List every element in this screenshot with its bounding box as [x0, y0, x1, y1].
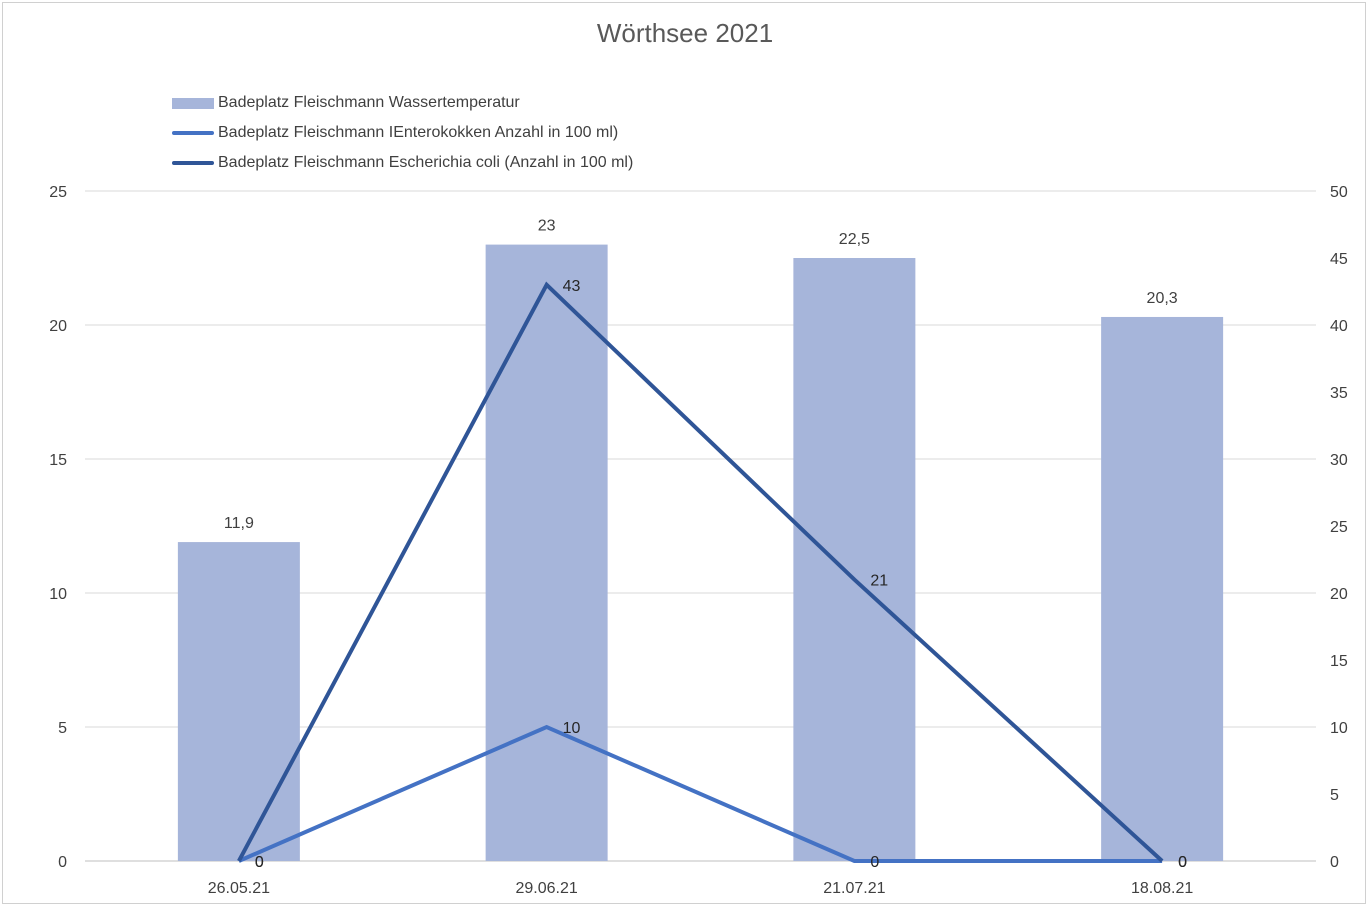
legend-label: Badeplatz Fleischmann IEnterokokken Anza…: [218, 124, 619, 141]
bar-temperature: [177, 542, 300, 861]
bar-data-label: 11,9: [224, 515, 254, 532]
y-right-tick-label: 25: [1330, 519, 1348, 536]
y-right-tick-label: 35: [1330, 385, 1348, 402]
y-right-tick-label: 40: [1330, 318, 1348, 335]
enterokokken-data-label: 0: [870, 854, 879, 871]
ecoli-data-label: 0: [255, 854, 264, 871]
y-left-tick-label: 5: [58, 720, 67, 737]
line-enterokokken: [238, 724, 1163, 863]
bar-temperature: [1101, 316, 1224, 862]
y-right-tick-label: 0: [1330, 854, 1339, 871]
y-right-tick-label: 30: [1330, 452, 1348, 469]
y-right-tick-label: 5: [1330, 787, 1339, 804]
y-left-tick-label: 10: [49, 586, 67, 603]
legend-swatch-bar: [172, 98, 214, 109]
x-tick-label: 29.06.21: [515, 880, 577, 897]
y-right-tick-label: 50: [1330, 184, 1348, 201]
y-right-tick-label: 15: [1330, 653, 1348, 670]
bar-temperature: [793, 258, 916, 861]
bar-data-label: 22,5: [839, 231, 870, 248]
legend-label: Badeplatz Fleischmann Escherichia coli (…: [218, 154, 634, 171]
y-right-tick-label: 10: [1330, 720, 1348, 737]
x-tick-label: 21.07.21: [823, 880, 885, 897]
chart-title: Wörthsee 2021: [596, 18, 774, 48]
legend-swatch-line: [172, 131, 214, 135]
x-tick-label: 18.08.21: [1131, 880, 1193, 897]
enterokokken-data-label: 0: [1178, 854, 1187, 871]
y-left-tick-label: 0: [58, 854, 67, 871]
ecoli-data-label: 43: [563, 278, 581, 295]
y-left-tick-label: 20: [49, 318, 67, 335]
ecoli-data-label: 21: [870, 573, 888, 590]
legend-swatch-line: [172, 161, 214, 165]
y-right-tick-label: 45: [1330, 251, 1348, 268]
y-right-tick-label: 20: [1330, 586, 1348, 603]
enterokokken-data-label: 10: [563, 720, 581, 737]
y-left-tick-label: 15: [49, 452, 67, 469]
line-ecoli: [237, 281, 1164, 863]
bar-data-label: 20,3: [1147, 290, 1178, 307]
bar-temperature: [485, 244, 608, 862]
ecoli-data-label: 0: [1178, 854, 1187, 871]
y-left-tick-label: 25: [49, 184, 67, 201]
enterokokken-data-label: 0: [255, 854, 264, 871]
x-tick-label: 26.05.21: [208, 880, 270, 897]
legend-label: Badeplatz Fleischmann Wassertemperatur: [218, 94, 520, 111]
bar-data-label: 23: [538, 218, 556, 235]
